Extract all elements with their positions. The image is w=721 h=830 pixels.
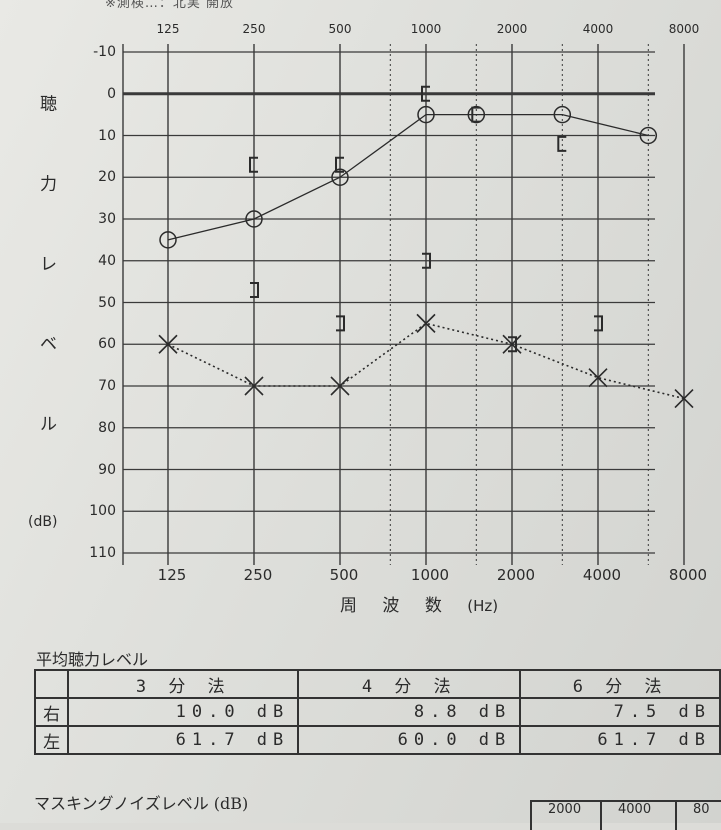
circle-marker bbox=[159, 231, 177, 249]
y-tick-label: 0 bbox=[107, 85, 116, 102]
column-header: 3 分 法 bbox=[67, 669, 300, 699]
y-axis-label-char: 力 bbox=[40, 174, 57, 195]
y-tick-label: 40 bbox=[98, 252, 116, 269]
row-label-right: 右 bbox=[33, 697, 70, 727]
average-table-title: 平均聴力レベル bbox=[36, 650, 149, 669]
x-axis-label-char: 数 bbox=[424, 596, 442, 616]
top-tick-label: 1000 bbox=[410, 22, 442, 36]
table-cell: 61.7 dB bbox=[519, 725, 721, 755]
y-tick-label: 10 bbox=[98, 127, 116, 144]
bracket-left-marker bbox=[249, 156, 258, 173]
top-tick-label: 500 bbox=[328, 22, 352, 36]
masking-cell: 80 bbox=[675, 800, 721, 830]
masking-cell: 4000 bbox=[600, 800, 675, 830]
circle-marker bbox=[331, 168, 349, 186]
row-label-left: 左 bbox=[33, 725, 70, 755]
column-header: 6 分 法 bbox=[519, 669, 721, 699]
cross-marker bbox=[674, 388, 694, 409]
cross-marker bbox=[158, 334, 178, 354]
circle-marker bbox=[639, 126, 658, 145]
y-axis-label-char: ル bbox=[40, 414, 57, 435]
table-cell: 8.8 dB bbox=[297, 697, 522, 727]
bottom-tick-label: 1000 bbox=[410, 566, 450, 584]
bottom-tick-label: 125 bbox=[157, 566, 187, 584]
bottom-tick-label: 4000 bbox=[582, 566, 622, 584]
y-axis-label-char: ベ bbox=[40, 334, 57, 355]
bracket-right-marker bbox=[508, 336, 517, 353]
cross-marker bbox=[416, 313, 436, 333]
average-hearing-table: 3 分 法 4 分 法 6 分 法 右 10.0 dB 8.8 dB 7.5 d… bbox=[33, 669, 721, 755]
table-row: 左 61.7 dB 60.0 dB 61.7 dB bbox=[33, 725, 721, 755]
y-tick-label: 50 bbox=[98, 294, 116, 311]
cross-marker bbox=[502, 334, 522, 354]
table-cell: 60.0 dB bbox=[297, 725, 522, 755]
table-cell: 10.0 dB bbox=[67, 697, 300, 727]
table-cell: 61.7 dB bbox=[67, 725, 300, 755]
top-tick-label: 4000 bbox=[582, 22, 614, 36]
circle-series-line bbox=[167, 113, 649, 241]
bracket-left-marker bbox=[421, 85, 430, 102]
y-tick-label: 20 bbox=[98, 169, 116, 186]
bracket-left-marker bbox=[335, 156, 344, 173]
y-tick-label: 100 bbox=[89, 503, 116, 520]
y-tick-label: 70 bbox=[98, 378, 116, 394]
cross-marker bbox=[330, 376, 350, 396]
bottom-tick-label: 2000 bbox=[496, 566, 536, 584]
circle-marker bbox=[417, 105, 435, 124]
table-corner-cell bbox=[33, 669, 70, 699]
y-tick-label: 60 bbox=[98, 336, 116, 353]
bottom-tick-label: 250 bbox=[243, 566, 273, 584]
y-tick-label: 80 bbox=[98, 419, 116, 436]
bracket-right-marker bbox=[594, 315, 603, 332]
y-axis-label-char: 聴 bbox=[40, 94, 57, 115]
x-axis-unit: (Hz) bbox=[467, 597, 499, 615]
y-tick-label: -10 bbox=[93, 44, 116, 60]
masking-cell: 2000 bbox=[530, 800, 600, 830]
bracket-right-marker bbox=[336, 315, 345, 332]
y-tick-label: 30 bbox=[98, 211, 116, 227]
column-header: 4 分 法 bbox=[297, 669, 522, 699]
top-tick-label: 250 bbox=[242, 22, 266, 36]
bracket-left-marker bbox=[557, 135, 567, 152]
y-tick-label: 110 bbox=[89, 545, 116, 561]
top-tick-label: 125 bbox=[156, 22, 180, 36]
x-axis-label: 周 波 数 (Hz) bbox=[340, 591, 498, 616]
y-axis-unit: (dB) bbox=[28, 514, 58, 530]
table-row: 右 10.0 dB 8.8 dB 7.5 dB bbox=[33, 697, 721, 727]
header-fragment: ※測検…：北実 開放 bbox=[105, 0, 235, 11]
y-tick-label: 90 bbox=[98, 461, 116, 478]
masking-title: マスキングノイズレベル (dB) bbox=[34, 794, 249, 813]
cross-marker bbox=[244, 376, 264, 396]
top-tick-label: 8000 bbox=[668, 22, 700, 36]
table-cell: 7.5 dB bbox=[519, 697, 721, 727]
bracket-right-marker bbox=[250, 281, 259, 298]
bottom-tick-label: 500 bbox=[329, 566, 359, 584]
circle-marker bbox=[245, 210, 263, 228]
bottom-tick-label: 8000 bbox=[668, 566, 708, 584]
y-axis-label-char: レ bbox=[40, 254, 57, 275]
cross-marker bbox=[588, 368, 608, 388]
x-axis-label-char: 周 bbox=[340, 596, 357, 616]
bracket-right-marker bbox=[422, 252, 431, 269]
circle-marker bbox=[553, 105, 572, 124]
table-header-row: 3 分 法 4 分 法 6 分 法 bbox=[33, 669, 721, 699]
top-tick-label: 2000 bbox=[496, 22, 528, 36]
x-axis-label-char: 波 bbox=[382, 596, 400, 616]
bracket-left-marker bbox=[471, 106, 481, 123]
